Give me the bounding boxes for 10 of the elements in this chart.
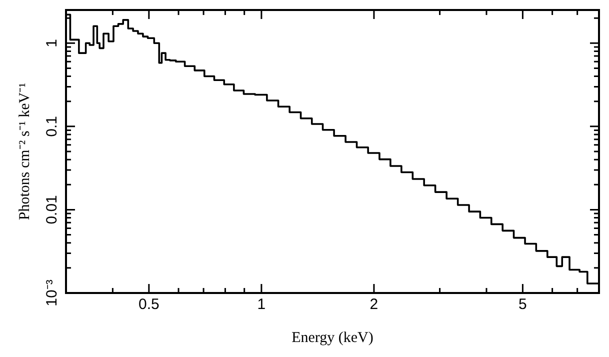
x-tick-label: 5 xyxy=(518,296,527,314)
y-axis-title: Photons cm⁻² s⁻¹ keV⁻¹ xyxy=(16,82,33,220)
y-tick-label: 10⁻³ xyxy=(44,280,61,306)
y-tick-label: 0.01 xyxy=(44,195,61,224)
x-axis-title: Energy (keV) xyxy=(292,330,374,346)
y-tick-label: 0.1 xyxy=(44,116,61,137)
x-tick-label: 1 xyxy=(257,296,266,314)
x-tick-label: 0.5 xyxy=(138,296,160,314)
y-tick-label: 1 xyxy=(44,38,61,48)
x-tick-label: 2 xyxy=(370,296,378,314)
